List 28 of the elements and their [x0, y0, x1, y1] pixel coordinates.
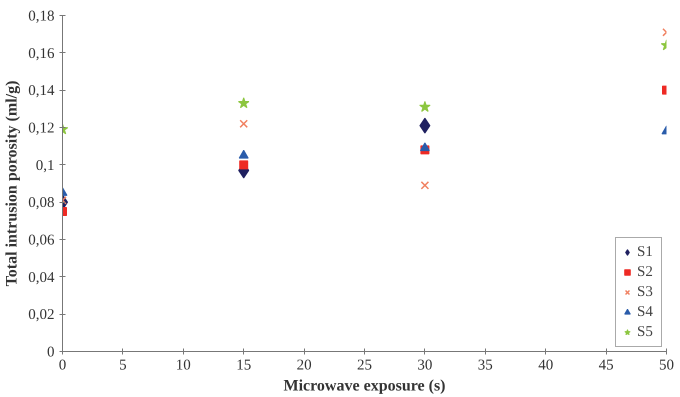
x-tick-label: 30 [417, 358, 432, 374]
x-tick-label: 40 [538, 358, 554, 374]
y-axis-title: Total intrusion porosity (ml/g) [3, 80, 20, 286]
x-tick-label: 5 [119, 358, 127, 374]
y-tick-label: 0 [47, 344, 54, 360]
y-tick-label: 0,16 [28, 46, 55, 62]
legend-label: S1 [637, 244, 654, 260]
y-tick-label: 0,08 [28, 195, 54, 212]
y-tick-label: 0,1 [36, 158, 54, 174]
y-tick-label: 0,02 [28, 307, 54, 324]
legend-label: S4 [637, 304, 654, 320]
y-tick-label: 0,04 [28, 270, 55, 286]
x-tick-label: 45 [598, 358, 614, 374]
x-tick-label: 50 [659, 358, 674, 374]
y-tick-label: 0,12 [28, 120, 54, 136]
x-tick-label: 0 [58, 358, 66, 374]
legend-label: S2 [637, 264, 654, 280]
x-axis-title: Microwave exposure (s) [283, 378, 446, 394]
x-tick-label: 35 [478, 358, 493, 374]
x-tick-label: 10 [176, 358, 191, 374]
x-tick-label: 20 [296, 358, 312, 374]
x-tick-label: 25 [357, 358, 372, 374]
y-tick-label: 0,06 [28, 232, 55, 248]
x-tick-label: 15 [236, 358, 252, 374]
y-tick-label: 0,18 [28, 8, 54, 24]
legend-label: S3 [637, 284, 654, 300]
legend-label: S5 [637, 324, 654, 340]
y-tick-label: 0,14 [28, 83, 55, 100]
